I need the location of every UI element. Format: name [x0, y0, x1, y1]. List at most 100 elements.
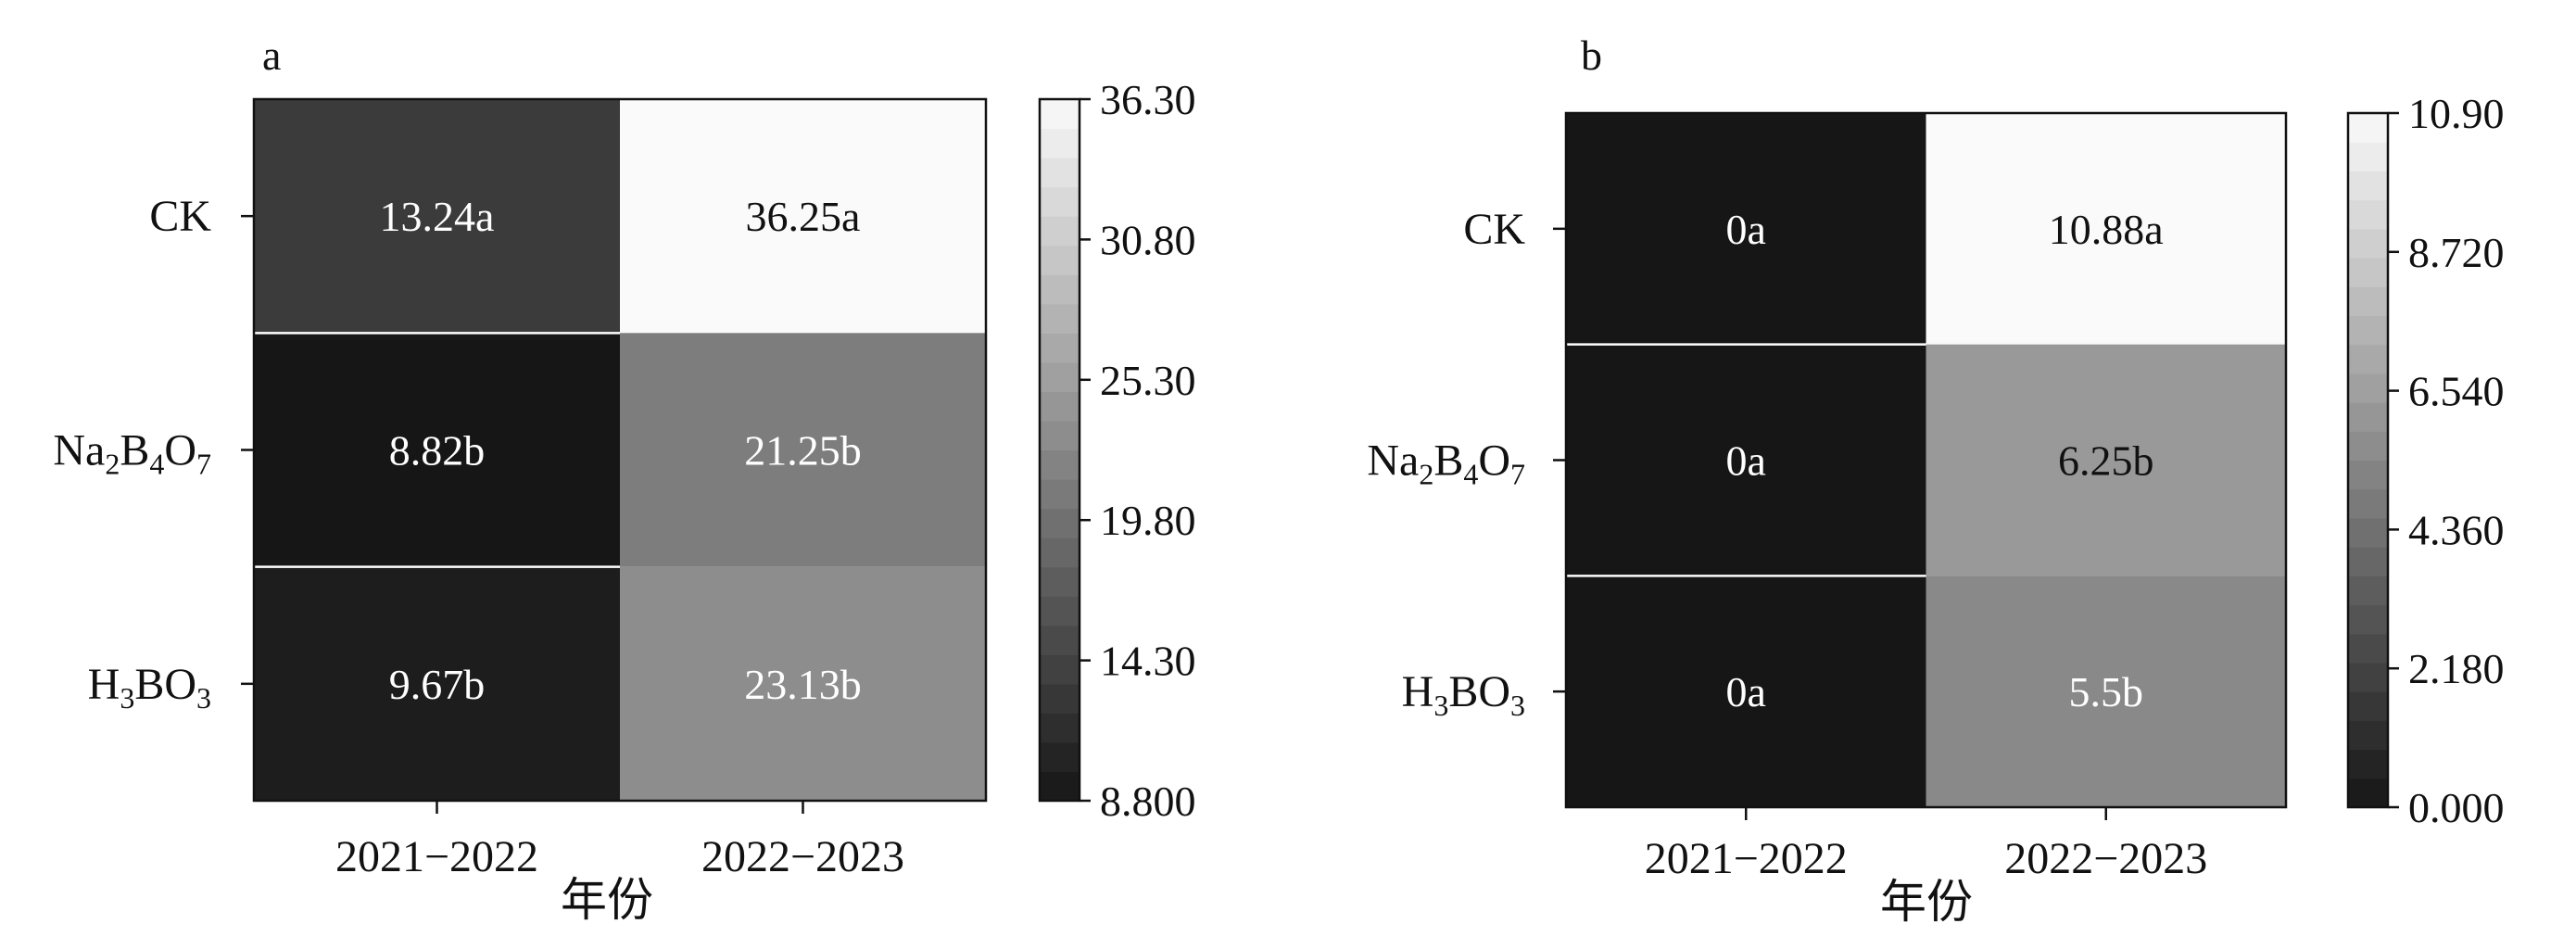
heatmap-cells: 0a 10.88a 0a 6.25b 0a 5.5b: [1566, 113, 2286, 807]
colorbar-tick-label: 6.540: [2408, 368, 2505, 415]
heatmap-cell: [1566, 344, 1926, 576]
y-tick-label: H3​BO3​: [1402, 667, 1525, 722]
cell-value-label: 6.25b: [2058, 437, 2154, 485]
heatmap-cell: [1566, 113, 1926, 345]
colorbar-band: [1040, 216, 1080, 247]
colorbar-band: [1040, 128, 1080, 158]
colorbar-band: [2348, 286, 2388, 317]
colorbar-band: [2348, 488, 2388, 519]
colorbar-tick-label: 2.180: [2408, 645, 2505, 692]
colorbar-tick-label: 19.80: [1100, 497, 1196, 544]
colorbar-band: [2348, 547, 2388, 576]
colorbar-band: [2348, 402, 2388, 432]
heatmap-cell: [254, 99, 620, 334]
cell-value-label: 23.13b: [744, 661, 862, 708]
colorbar-band: [1040, 508, 1080, 538]
colorbar-tick-label: 0.000: [2408, 784, 2505, 831]
cell-value-label: 0a: [1726, 437, 1766, 485]
colorbar-frame: [1038, 97, 1081, 803]
cell-value-label: 5.5b: [2069, 668, 2144, 715]
colorbar-band: [2348, 315, 2388, 346]
cell-value-label: 10.88a: [2049, 206, 2164, 253]
panel-label: b: [1581, 32, 1602, 79]
colorbar-band: [1040, 741, 1080, 773]
colorbar-tick-label: 30.80: [1100, 216, 1196, 263]
colorbar-band: [2348, 199, 2388, 230]
colorbar-band: [2348, 113, 2388, 143]
colorbar-band: [1040, 625, 1080, 655]
heatmap-cell: [1926, 344, 2286, 576]
panel-label: a: [262, 32, 281, 79]
colorbar-band: [2348, 662, 2388, 692]
colorbar-band: [2348, 228, 2388, 259]
cell-value-label: 21.25b: [744, 427, 862, 474]
colorbar-tick-label: 10.90: [2408, 90, 2505, 137]
y-tick-label: CK: [149, 192, 211, 241]
x-axis: 2021−2022 2022−2023: [335, 801, 904, 881]
y-tick-label: Na2​B4​O7​: [53, 426, 211, 481]
heatmap-cell: [254, 333, 620, 567]
cell-value-label: 0a: [1726, 668, 1766, 715]
colorbar-band: [1040, 274, 1080, 305]
heatmap-cell: [1926, 113, 2286, 345]
cell-value-label: 0a: [1726, 206, 1766, 253]
y-axis: CK Na2​B4​O7​ H3​BO3​: [1367, 205, 1566, 722]
colorbar-band: [2348, 691, 2388, 721]
x-axis-title: 年份: [561, 874, 653, 926]
colorbar-tick-label: 14.30: [1100, 638, 1196, 685]
x-axis: 2021−2022 2022−2023: [1645, 807, 2207, 883]
colorbar-band: [1040, 771, 1080, 802]
x-tick-label: 2022−2023: [701, 832, 904, 881]
heatmap-cell: [1566, 576, 1926, 807]
colorbar-band: [2348, 344, 2388, 374]
colorbar-band: [2348, 517, 2388, 548]
heatmap-cell: [254, 566, 620, 801]
colorbar-band: [2348, 142, 2388, 172]
x-axis-title: 年份: [1880, 876, 1973, 928]
colorbar-band: [1040, 479, 1080, 510]
colorbar-band: [1040, 566, 1080, 597]
colorbar-frame: [2346, 111, 2390, 809]
colorbar-tick-label: 25.30: [1100, 357, 1196, 404]
colorbar-band: [1040, 303, 1080, 334]
colorbar-band: [1040, 654, 1080, 685]
colorbar-tick-label: 36.30: [1100, 76, 1196, 123]
colorbar-band: [1040, 596, 1080, 626]
colorbar-band: [1040, 683, 1080, 714]
colorbar-tick-label: 4.360: [2408, 506, 2505, 553]
colorbar-band: [1040, 333, 1080, 363]
colorbar-band: [1040, 420, 1080, 451]
y-tick-label: H3​BO3​: [88, 660, 211, 715]
colorbar-band: [1040, 713, 1080, 743]
colorbar-tick-label: 8.720: [2408, 229, 2505, 276]
colorbar-band: [2348, 373, 2388, 403]
colorbar-band: [1040, 449, 1080, 480]
heatmap-cell: [1926, 576, 2286, 807]
colorbar-band: [2348, 604, 2388, 635]
heatmap-cell: [620, 333, 986, 567]
cell-value-label: 9.67b: [389, 661, 486, 708]
colorbar: 0.000 2.180 4.360 6.540 8.720 10.90: [2346, 90, 2505, 831]
colorbar-band: [2348, 633, 2388, 664]
colorbar-band: [2348, 460, 2388, 490]
colorbar: 8.800 14.30 19.80 25.30 30.80 36.30: [1038, 76, 1196, 825]
colorbar-band: [1040, 99, 1080, 130]
heatmap-panel-b: b 0a 10.88a 0a 6.25b 0a 5.5b CK Na2​B4​O7​ H3​B…: [1367, 32, 2504, 928]
colorbar-band: [1040, 158, 1080, 188]
cell-value-label: 8.82b: [389, 427, 486, 474]
colorbar-band: [1040, 245, 1080, 275]
colorbar-band: [2348, 720, 2388, 751]
heatmap-cell: [620, 566, 986, 801]
colorbar-band: [1040, 538, 1080, 568]
heatmap-cell: [620, 99, 986, 334]
colorbar-band: [2348, 171, 2388, 201]
cell-value-label: 13.24a: [380, 193, 495, 240]
cell-value-label: 36.25a: [746, 193, 861, 240]
colorbar-band: [2348, 749, 2388, 779]
heatmap-cells: 13.24a 36.25a 8.82b 21.25b 9.67b 23.13b: [254, 99, 986, 801]
y-tick-label: CK: [1463, 205, 1525, 254]
x-tick-label: 2021−2022: [335, 832, 538, 881]
y-tick-label: Na2​B4​O7​: [1367, 437, 1525, 491]
colorbar-band: [2348, 576, 2388, 606]
